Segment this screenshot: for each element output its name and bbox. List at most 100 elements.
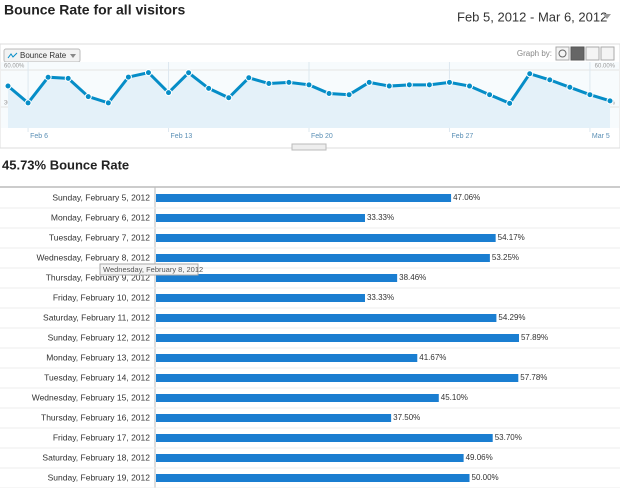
- row-label: Wednesday, February 8, 2012: [36, 252, 150, 262]
- line-point: [566, 83, 574, 91]
- line-point: [265, 80, 273, 88]
- bar-value-label: 41.67%: [419, 353, 446, 362]
- graph-by-buttons: [555, 46, 615, 61]
- line-point: [425, 81, 433, 89]
- tooltip: Wednesday, February 8, 2012: [99, 263, 203, 276]
- line-point: [24, 99, 32, 107]
- bar-value-label: 54.17%: [498, 233, 525, 242]
- line-point: [445, 78, 453, 86]
- x-tick-label: Mar 5: [592, 133, 610, 140]
- bar-value-label: 49.06%: [466, 453, 493, 462]
- row-label: Sunday, February 19, 2012: [48, 472, 151, 482]
- x-tick-label: Feb 20: [311, 133, 333, 140]
- bar-value-label: 37.50%: [393, 413, 420, 422]
- bar-value-label: 47.06%: [453, 193, 480, 202]
- metric-arrow: [70, 54, 76, 58]
- metric-icon: [7, 52, 18, 59]
- line-point: [405, 81, 413, 89]
- bar: [156, 214, 365, 222]
- row-label: Wednesday, February 15, 2012: [32, 392, 151, 402]
- row-label: Tuesday, February 7, 2012: [49, 232, 150, 242]
- line-point: [586, 91, 594, 99]
- graph-by-day[interactable]: [555, 46, 570, 61]
- line-point: [64, 74, 72, 82]
- line-point: [285, 78, 293, 86]
- tooltip-box: [99, 263, 199, 276]
- line-point: [185, 69, 193, 77]
- bar: [156, 374, 519, 382]
- line-point: [225, 94, 233, 102]
- icon: [558, 49, 567, 58]
- line-point: [245, 74, 253, 82]
- bar-value-label: 54.29%: [498, 313, 525, 322]
- bar: [156, 314, 497, 322]
- date-dropdown-arrow[interactable]: [603, 14, 611, 19]
- row-label: Monday, February 13, 2012: [46, 352, 150, 362]
- bar: [156, 194, 452, 202]
- bar-value-label: 57.78%: [520, 373, 547, 382]
- x-tick-label: Feb 6: [30, 133, 48, 140]
- bar-value-label: 57.89%: [521, 333, 548, 342]
- line-area: [8, 72, 610, 128]
- row-label: Saturday, February 18, 2012: [42, 452, 150, 462]
- row-label: Tuesday, February 14, 2012: [44, 372, 150, 382]
- line-point: [44, 73, 52, 81]
- bar: [156, 414, 392, 422]
- table-title: 45.73% Bounce Rate: [2, 157, 129, 172]
- bar: [156, 234, 496, 242]
- bar-value-label: 53.25%: [492, 253, 519, 262]
- line-point: [144, 69, 152, 77]
- bar-value-label: 33.33%: [367, 293, 394, 302]
- line-point: [606, 97, 614, 105]
- graph-by-label: Graph by:: [517, 49, 552, 58]
- bar-value-label: 45.10%: [441, 393, 468, 402]
- line-point: [385, 82, 393, 90]
- row-label: Sunday, February 5, 2012: [52, 192, 150, 202]
- scroll-handle[interactable]: [291, 143, 327, 151]
- bar-value-label: 50.00%: [472, 473, 499, 482]
- line-point: [526, 70, 534, 78]
- row-label: Friday, February 10, 2012: [53, 292, 150, 302]
- line-point: [325, 89, 333, 97]
- graph-by-month[interactable]: [585, 46, 600, 61]
- x-tick-label: Feb 13: [171, 133, 193, 140]
- line-point: [4, 82, 12, 90]
- row-label: Thursday, February 9, 2012: [46, 272, 151, 282]
- line-point: [165, 89, 173, 97]
- row-label: Friday, February 17, 2012: [53, 432, 150, 442]
- bar: [156, 454, 464, 462]
- line-point: [466, 82, 474, 90]
- line-point: [305, 81, 313, 89]
- line-point: [345, 91, 353, 99]
- bar-value-label: 53.70%: [495, 433, 522, 442]
- line-point: [506, 99, 514, 107]
- page-title: Bounce Rate for all visitors: [4, 2, 185, 18]
- y-tick-label: 60.00%: [4, 64, 25, 70]
- graph-by-year[interactable]: [600, 46, 615, 61]
- bar: [156, 254, 490, 262]
- row-label: Saturday, February 11, 2012: [43, 312, 150, 322]
- graph-by-week[interactable]: [570, 46, 585, 61]
- line-point: [104, 99, 112, 107]
- line-point: [124, 73, 132, 81]
- bar: [156, 474, 470, 482]
- bar: [156, 434, 493, 442]
- x-tick-label: Feb 27: [451, 133, 473, 140]
- bar: [156, 294, 365, 302]
- tooltip-text: Wednesday, February 8, 2012: [103, 265, 203, 274]
- metric-button-label[interactable]: Bounce Rate: [20, 51, 67, 60]
- bar-value-label: 38.46%: [399, 273, 426, 282]
- row-label: Sunday, February 12, 2012: [48, 332, 151, 342]
- bar: [156, 334, 519, 342]
- date-range[interactable]: Feb 5, 2012 - Mar 6, 2012: [457, 9, 607, 24]
- line-point: [205, 84, 213, 92]
- line-point: [486, 91, 494, 99]
- line-point: [84, 93, 92, 101]
- line-point: [365, 78, 373, 86]
- row-label: Monday, February 6, 2012: [51, 212, 150, 222]
- row-label: Thursday, February 16, 2012: [41, 412, 150, 422]
- bar: [156, 354, 418, 362]
- y-tick-label-right: 60.00%: [595, 64, 616, 70]
